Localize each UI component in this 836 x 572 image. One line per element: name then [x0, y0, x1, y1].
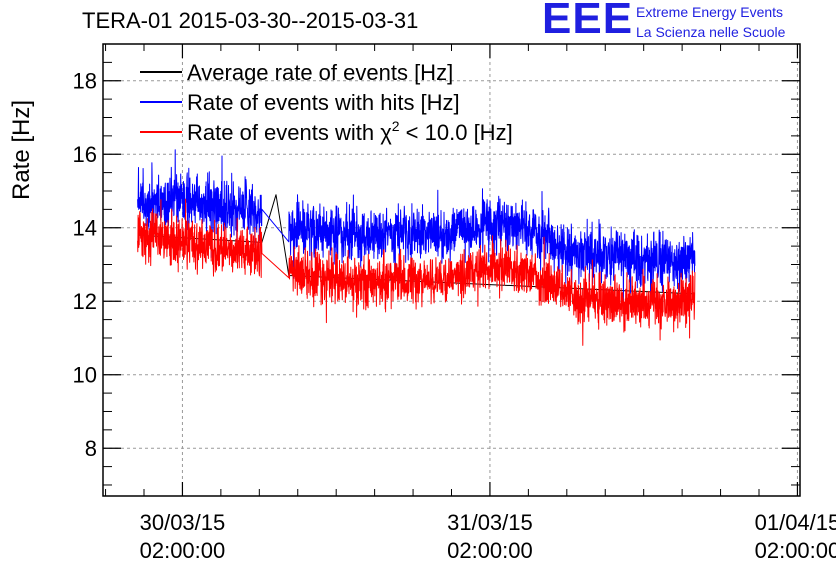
x-tick-date: 30/03/15	[140, 510, 226, 535]
series-line-2	[137, 149, 696, 306]
legend-label-prefix: Rate of events with χ	[187, 120, 392, 145]
x-tick-time: 02:00:00	[140, 538, 226, 563]
y-tick-label: 10	[73, 363, 97, 388]
y-tick-label: 14	[73, 216, 97, 241]
x-tick-time: 02:00:00	[755, 538, 836, 563]
y-tick-label: 8	[85, 436, 97, 461]
y-tick-label: 16	[73, 142, 97, 167]
x-tick-date: 31/03/15	[447, 510, 533, 535]
legend-label-suffix: < 10.0 [Hz]	[400, 120, 513, 145]
legend-label-superscript: 2	[392, 118, 400, 134]
series-layer	[137, 149, 696, 346]
x-tick-time: 02:00:00	[447, 538, 533, 563]
eee-logo-mark: EEE	[542, 0, 634, 43]
y-tick-label: 12	[73, 289, 97, 314]
logo-line-1: Extreme Energy Events	[636, 4, 784, 20]
x-tick-date: 01/04/15	[755, 510, 836, 535]
axes: 8 10 12 14 16 18 30/03/15 02:00:00 31/03/15 02:00…	[73, 43, 836, 563]
legend-label-1: Average rate of events [Hz]	[187, 60, 453, 85]
series-line-3	[137, 198, 696, 346]
legend: Average rate of events [Hz] Rate of event…	[140, 60, 513, 145]
chart-title: TERA-01 2015-03-30--2015-03-31	[82, 8, 419, 33]
logo-line-2: La Scienza nelle Scuole	[636, 24, 786, 40]
legend-label-2: Rate of events with hits [Hz]	[187, 90, 460, 115]
eee-logo: EEE Extreme Energy Events La Scienza nel…	[542, 0, 832, 44]
legend-label-3: Rate of events with χ2 < 10.0 [Hz]	[187, 118, 513, 145]
y-tick-label: 18	[73, 69, 97, 94]
